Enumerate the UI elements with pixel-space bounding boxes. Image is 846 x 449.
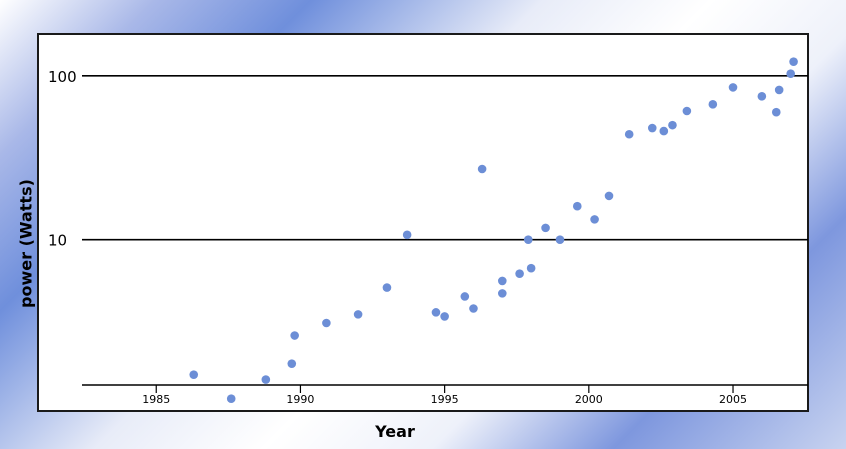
data-point-4	[287, 359, 297, 368]
x-tick-label: 2000	[575, 393, 603, 406]
data-point-11	[440, 312, 449, 321]
x-axis-label: Year	[375, 422, 415, 441]
data-point-34	[774, 85, 784, 95]
data-point-17	[515, 269, 524, 278]
data-point-6	[322, 318, 331, 328]
data-point-30	[708, 100, 718, 109]
data-point-36	[789, 57, 798, 66]
data-point-2	[226, 394, 236, 403]
data-point-12	[460, 292, 470, 301]
x-tick-label: 1990	[286, 393, 314, 406]
data-point-31	[728, 83, 738, 92]
data-point-26	[647, 123, 657, 133]
data-point-32	[757, 91, 767, 101]
data-points	[189, 57, 798, 403]
data-point-33	[771, 107, 781, 117]
data-point-23	[590, 215, 599, 224]
data-point-29	[682, 106, 692, 116]
data-point-20	[541, 223, 550, 233]
data-point-15	[498, 276, 507, 286]
data-point-18	[523, 235, 533, 244]
x-tick-label: 2005	[719, 393, 747, 406]
data-point-25	[624, 129, 634, 139]
data-point-21	[555, 235, 565, 244]
data-point-5	[290, 331, 299, 340]
data-point-19	[526, 263, 536, 273]
x-tick-label: 1985	[142, 393, 170, 406]
gridlines	[82, 75, 808, 241]
data-point-22	[572, 201, 582, 211]
data-point-8	[382, 283, 392, 292]
data-point-35	[786, 69, 795, 79]
data-point-27	[659, 126, 669, 136]
plot-panel	[37, 33, 809, 412]
data-point-10	[431, 308, 441, 317]
x-tick-label: 1995	[431, 393, 459, 406]
y-tick-label: 100	[48, 68, 77, 86]
x-axis: 1985 1990 1995 2000 2005	[82, 384, 808, 406]
data-point-24	[604, 191, 614, 201]
data-point-1	[189, 370, 199, 379]
data-point-28	[668, 120, 677, 130]
data-point-14	[477, 164, 487, 174]
data-point-13	[469, 304, 478, 313]
data-point-9	[402, 230, 412, 240]
y-tick-label: 10	[48, 232, 67, 250]
data-point-3	[261, 375, 271, 384]
data-point-7	[353, 310, 363, 319]
y-axis-ticks: 10 100	[48, 68, 77, 250]
data-point-16	[498, 289, 507, 298]
y-axis-label: power (Watts)	[16, 179, 36, 308]
